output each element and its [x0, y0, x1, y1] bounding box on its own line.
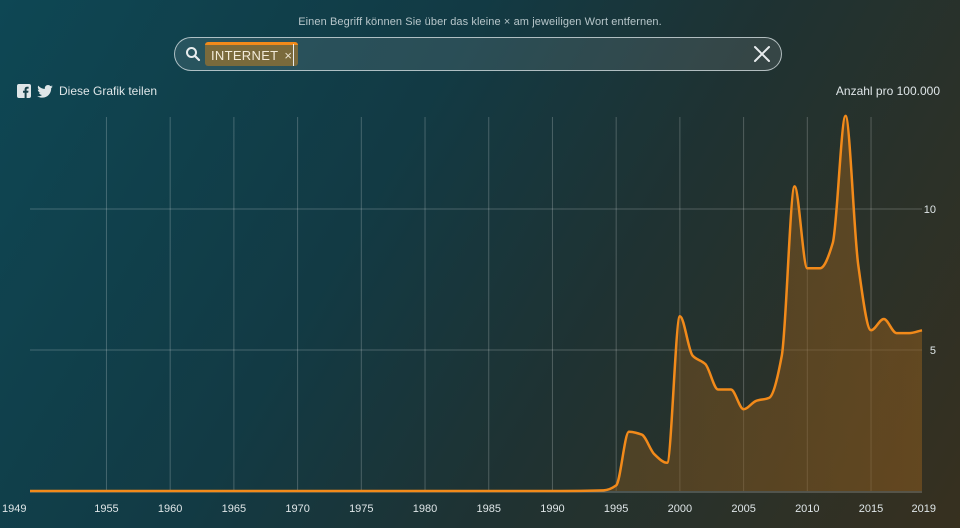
x-tick-label: 2019 — [912, 503, 936, 515]
series-line-internet[interactable] — [29, 114, 923, 493]
search-term-chip[interactable]: INTERNET × — [205, 42, 299, 66]
search-icon — [186, 47, 201, 62]
instruction-text: Einen Begriff können Sie über das kleine… — [298, 16, 662, 28]
share-links: Diese Grafik teilen — [17, 84, 157, 98]
search-input[interactable] — [293, 44, 740, 66]
search-bar[interactable]: INTERNET × — [174, 37, 782, 71]
x-tick-label: 1990 — [540, 503, 564, 515]
x-tick-label: 1980 — [413, 503, 437, 515]
x-tick-label: 2010 — [795, 503, 819, 515]
x-tick-label: 1995 — [604, 503, 628, 515]
x-tick-label: 2000 — [668, 503, 692, 515]
series-area-internet — [30, 115, 922, 491]
x-tick-label: 2005 — [731, 503, 755, 515]
y-axis-label: Anzahl pro 100.000 — [835, 84, 940, 98]
x-tick-label: 2015 — [859, 503, 883, 515]
facebook-icon[interactable] — [17, 84, 31, 98]
x-tick-label: 1970 — [285, 503, 309, 515]
x-tick-label: 1965 — [222, 503, 246, 515]
remove-term-button[interactable]: × — [284, 48, 293, 63]
twitter-icon[interactable] — [37, 84, 53, 98]
x-tick-label: 1955 — [94, 503, 118, 515]
y-tick-label: 5 — [930, 345, 936, 357]
x-tick-label: 1975 — [349, 503, 373, 515]
search-term-label: INTERNET — [211, 48, 279, 63]
x-tick-label: 1985 — [477, 503, 501, 515]
close-icon[interactable] — [753, 45, 771, 63]
share-label[interactable]: Diese Grafik teilen — [59, 84, 158, 98]
y-tick-label: 10 — [924, 204, 936, 216]
x-tick-label: 1960 — [158, 503, 182, 515]
x-tick-label: 1949 — [2, 503, 26, 515]
